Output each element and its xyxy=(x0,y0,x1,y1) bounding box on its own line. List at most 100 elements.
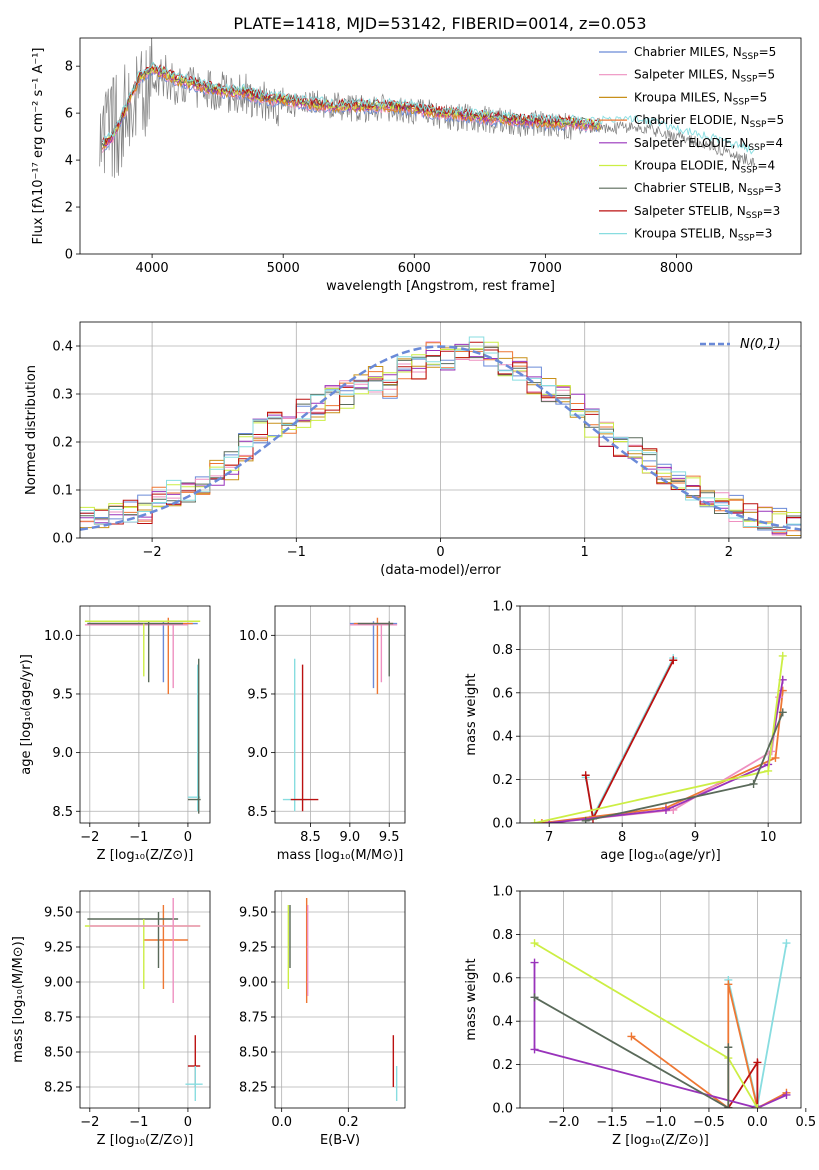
x-tick-label: −2 xyxy=(80,830,99,845)
weight-marker xyxy=(581,816,590,823)
x-tick-label: 9.5 xyxy=(379,830,400,845)
panel-massweight-vs-age: 7 8 9 10 0.0 0.2 0.4 0.6 0.8 1.0 age [log₁₀(age/yr… xyxy=(464,600,802,863)
panel-spectrum: 4000 5000 6000 7000 8000 0 2 4 6 8 wavelength [Ang… xyxy=(31,37,802,294)
weight-marker xyxy=(782,1090,791,1099)
point-1 xyxy=(89,617,193,694)
y-tick-label: 4 xyxy=(65,154,73,169)
panel-massweight-vs-Z: −2.0 −1.5 −1.0 −0.5 0.0 0.5 0.0 0.2 0.4 0.6 0.8 1.0… xyxy=(464,885,816,1149)
y-tick-label: 2 xyxy=(65,201,73,216)
y-axis-label: mass weight xyxy=(464,673,479,755)
y-tick-label: 0.8 xyxy=(492,928,513,943)
panel-mass-vs-EBV: 0.0 0.2 8.25 8.50 8.75 9.00 9.25 9.50 E(B-V) xyxy=(239,890,406,1148)
weight-marker xyxy=(530,958,539,967)
y-tick-label: 0.0 xyxy=(492,1102,513,1117)
y-tick-label: 0.3 xyxy=(52,388,73,403)
weight-marker xyxy=(724,1104,733,1108)
point-1 xyxy=(87,912,179,968)
x-axis-label: (data-model)/error xyxy=(380,563,501,578)
point-3 xyxy=(357,621,394,677)
x-axis-label: Z [log₁₀(Z/Z⊙)] xyxy=(97,848,194,863)
x-axis-label: Z [log₁₀(Z/Z⊙)] xyxy=(612,1133,709,1148)
x-tick-label: 8000 xyxy=(660,261,693,276)
y-tick-label: 9.00 xyxy=(44,976,73,991)
point-6 xyxy=(187,658,201,814)
weight-marker xyxy=(581,771,590,780)
legend-label: N(0,1) xyxy=(740,337,781,352)
figure-title: PLATE=1418, MJD=53142, FIBERID=0014, z=0… xyxy=(233,14,646,33)
y-tick-label: 9.25 xyxy=(239,941,268,956)
x-tick-label: 10 xyxy=(760,830,777,845)
y-tick-label: 8.50 xyxy=(44,1046,73,1061)
plot-area xyxy=(80,891,210,1108)
panel-age-vs-Z: −2 −1 0 8.5 9.0 9.5 10.0 Z [log₁₀(Z/Z⊙)] age [lo… xyxy=(19,605,211,863)
y-tick-label: 8.5 xyxy=(247,805,268,820)
y-axis-label: mass weight xyxy=(464,958,479,1040)
model-spectrum-8 xyxy=(102,61,756,155)
x-tick-label: 0.2 xyxy=(338,1115,359,1130)
x-tick-label: −2.0 xyxy=(548,1115,580,1130)
residual-histogram-6 xyxy=(80,345,801,530)
y-tick-label: 0.2 xyxy=(492,1058,513,1073)
weight-series-0 xyxy=(584,657,675,820)
weight-series-4 xyxy=(549,679,784,823)
weight-marker xyxy=(753,1104,762,1108)
y-axis-label: Normed distribution xyxy=(24,365,39,495)
axes-frame xyxy=(79,890,211,1109)
y-tick-label: 8.5 xyxy=(52,805,73,820)
weight-marker xyxy=(771,753,780,762)
weight-marker xyxy=(530,1045,539,1054)
y-tick-label: 9.25 xyxy=(44,941,73,956)
weight-marker xyxy=(778,651,787,660)
x-tick-label: 8.5 xyxy=(300,830,321,845)
y-tick-label: 0 xyxy=(65,248,73,263)
y-tick-label: 0.4 xyxy=(492,730,513,745)
weight-marker xyxy=(530,939,539,948)
plot-area xyxy=(99,38,756,178)
x-tick-label: 4000 xyxy=(136,261,169,276)
x-tick-label: 1 xyxy=(581,545,589,560)
normal-curve xyxy=(80,345,801,531)
x-axis-label: E(B-V) xyxy=(320,1133,360,1148)
weight-marker xyxy=(753,1058,762,1067)
y-tick-label: 10.0 xyxy=(239,629,268,644)
y-tick-label: 0.4 xyxy=(492,1015,513,1030)
axes-frame xyxy=(79,605,211,824)
y-tick-label: 9.5 xyxy=(247,687,268,702)
y-axis-label: Flux [fλ10⁻¹⁷ erg cm⁻² s⁻¹ A⁻¹] xyxy=(31,48,46,245)
weight-marker xyxy=(778,708,787,717)
y-tick-label: 9.50 xyxy=(239,906,268,921)
residual-histogram-8 xyxy=(80,336,801,532)
y-tick-label: 8 xyxy=(65,60,73,75)
panel-age-vs-mass: 8.5 9.0 9.5 8.5 9.0 9.5 10.0 mass [log₁₀(M/M⊙)] xyxy=(239,605,406,863)
panel-mass-vs-Z: −2 −1 0 8.25 8.50 8.75 9.00 9.25 9.50 Z [log₁₀(Z/… xyxy=(11,890,211,1148)
axes-frame xyxy=(274,605,406,824)
y-tick-label: 0.6 xyxy=(492,971,513,986)
axes-frame xyxy=(519,890,802,1109)
axes-frame xyxy=(519,605,802,824)
axes-frame xyxy=(79,37,802,255)
x-tick-label: −1 xyxy=(129,1115,148,1130)
y-tick-label: 8.50 xyxy=(239,1046,268,1061)
plot-area xyxy=(275,891,405,1108)
panel-residuals: −2 −1 0 1 2 0.0 0.1 0.2 0.3 0.4 (data-model)/error… xyxy=(24,321,802,578)
weight-series-2 xyxy=(541,690,784,823)
legend-label: Chabrier STELIB, NSSP=3 xyxy=(634,181,782,198)
point-5 xyxy=(290,664,319,812)
x-tick-label: 8 xyxy=(618,830,626,845)
legend-label: Kroupa ELODIE, NSSP=4 xyxy=(634,159,775,176)
x-tick-label: 0.0 xyxy=(271,1115,292,1130)
weight-marker xyxy=(661,805,670,814)
point-0 xyxy=(349,621,398,689)
point-2 xyxy=(84,919,201,989)
x-axis-label: wavelength [Angstrom, rest frame] xyxy=(326,279,555,294)
y-tick-label: 9.0 xyxy=(52,746,73,761)
weight-marker xyxy=(530,993,539,1002)
x-axis-label: age [log₁₀(age/yr)] xyxy=(600,848,721,863)
y-tick-label: 0.8 xyxy=(492,643,513,658)
y-tick-label: 0.4 xyxy=(52,340,73,355)
y-tick-label: 0.1 xyxy=(52,484,73,499)
weight-marker xyxy=(537,819,546,823)
weight-marker xyxy=(669,656,678,665)
x-tick-label: 5000 xyxy=(267,261,300,276)
y-tick-label: 1.0 xyxy=(492,885,513,900)
